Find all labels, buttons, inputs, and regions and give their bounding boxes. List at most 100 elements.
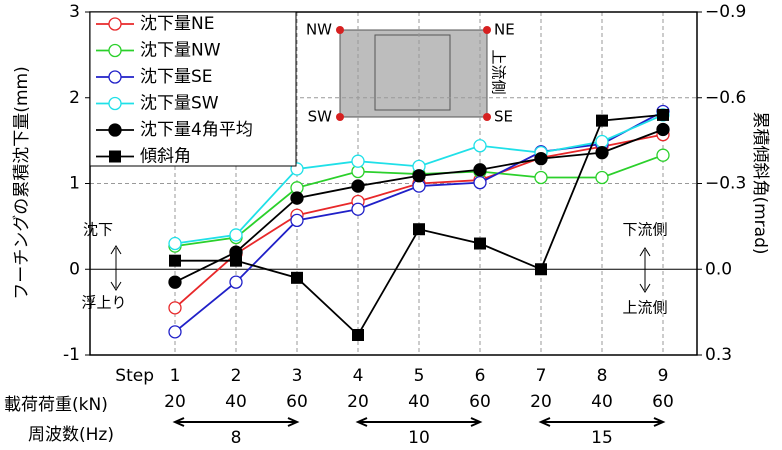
point [169,254,181,267]
point [168,236,182,251]
point [656,148,670,162]
footing-plan [339,29,488,118]
point [230,254,242,267]
pier-plan [374,34,451,111]
arrow [110,245,122,291]
point [229,275,243,289]
freq-value: 15 [591,428,613,448]
legend-marker [108,17,122,31]
freq-value: 10 [408,428,430,448]
load-label: 載荷荷重(kN) [4,395,108,415]
legend-marker [108,96,122,111]
point [291,271,303,284]
y-tick-label: 1 [69,174,80,194]
x-tick-label: 9 [658,366,669,386]
point [168,325,182,339]
annotation: 沈下 [83,221,113,239]
corner-label: SW [308,108,333,126]
y2-tick-label: 0.0 [705,259,732,279]
point [351,202,365,216]
y2-axis-label: 累積傾斜角(mrad) [750,111,770,254]
side-label: 上流側 [490,49,508,94]
load-value: 20 [530,392,552,412]
x-tick-label: 7 [536,366,547,386]
legend-marker [108,70,122,84]
point [413,223,425,236]
point [168,301,182,315]
legend-box [89,11,297,167]
point [534,151,548,166]
point [412,169,426,183]
point [352,328,364,341]
x-tick-label: 6 [475,366,486,386]
point [351,179,365,193]
corner [336,26,344,34]
load-value: 40 [591,392,613,412]
point [595,134,609,149]
step-label: Step [115,366,154,386]
corner-label: NE [494,21,515,39]
legend-marker [109,150,121,163]
point [595,145,609,160]
corner [336,113,344,121]
y2-tick-label: 0.3 [705,345,732,365]
annotation: 浮上り [81,294,126,312]
point [473,139,487,153]
point [595,170,609,185]
corner [483,113,491,121]
legend-label: 沈下量SW [140,94,219,114]
y-tick-label: -1 [63,345,80,365]
legend-label: 沈下量NE [140,14,214,34]
freq-arrow [172,417,300,427]
corner [483,26,491,34]
y2-tick-label: −0.9 [705,2,746,22]
point [656,122,670,137]
y2-tick-label: −0.3 [705,174,746,194]
freq-arrow [355,417,483,427]
x-tick-label: 3 [292,366,303,386]
y-tick-label: 0 [69,259,80,279]
arrow [639,247,651,293]
point [534,170,548,185]
legend-label: 沈下量NW [140,41,221,61]
load-value: 60 [652,392,674,412]
point [596,114,608,127]
load-value: 40 [408,392,430,412]
load-value: 60 [286,392,308,412]
y-tick-label: 2 [69,88,80,108]
y-tick-label: 3 [69,2,80,22]
annotation: 上流側 [622,299,667,317]
point [290,191,304,205]
point [168,275,182,289]
corner-label: SE [494,108,513,126]
x-tick-label: 5 [414,366,425,386]
legend-label: 沈下量4角平均 [140,120,253,140]
point [351,154,365,168]
y-axis-label: フーチングの累積沈下量(mm) [12,66,32,299]
plot-frame [89,11,698,356]
legend-label: 傾斜角 [140,147,191,167]
point [473,163,487,177]
x-tick-label: 4 [353,366,364,386]
x-tick-label: 2 [231,366,242,386]
point [474,237,486,250]
load-value: 60 [469,392,491,412]
x-tick-label: 8 [597,366,608,386]
annotation: 下流側 [622,221,667,239]
load-value: 40 [225,392,247,412]
point [535,263,547,276]
freq-value: 8 [231,428,242,448]
legend-marker [108,123,122,137]
y2-tick-label: −0.6 [705,88,746,108]
point [290,213,304,228]
freq-arrow [538,417,666,427]
point [229,228,243,242]
freq-label: 周波数(Hz) [28,425,114,445]
point [473,175,487,190]
point [657,108,669,121]
corner-label: NW [306,21,332,39]
legend-label: 沈下量SE [140,67,213,87]
load-value: 20 [164,392,186,412]
